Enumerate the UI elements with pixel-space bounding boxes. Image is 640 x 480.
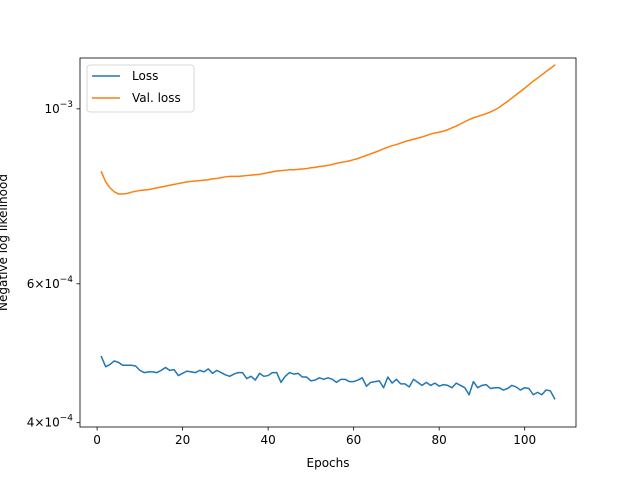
x-axis-label: Epochs <box>307 456 350 470</box>
plot-frame <box>79 57 577 428</box>
y-tick-label: 6×10−4 <box>27 275 74 291</box>
legend: Loss Val. loss <box>86 64 195 113</box>
series-line-loss <box>100 355 556 400</box>
y-tick-label: 4×10−4 <box>27 414 74 430</box>
x-tick-label: 40 <box>260 433 275 447</box>
x-axis: 0 20 40 60 80 100 <box>93 427 536 447</box>
series-line-val-loss <box>100 64 556 195</box>
y-tick-label: 10−3 <box>44 100 73 116</box>
x-tick-label: 60 <box>346 433 361 447</box>
x-tick-label: 80 <box>432 433 447 447</box>
x-tick-label: 20 <box>175 433 190 447</box>
x-tick-label: 0 <box>93 433 101 447</box>
series-layer <box>100 64 556 400</box>
x-tick-label: 100 <box>513 433 536 447</box>
legend-label-val-loss: Val. loss <box>132 91 181 105</box>
y-axis-label: Negative log likelihood <box>0 174 10 311</box>
y-axis: 4×10−4 6×10−4 10−3 <box>27 100 80 430</box>
legend-label-loss: Loss <box>132 69 158 83</box>
